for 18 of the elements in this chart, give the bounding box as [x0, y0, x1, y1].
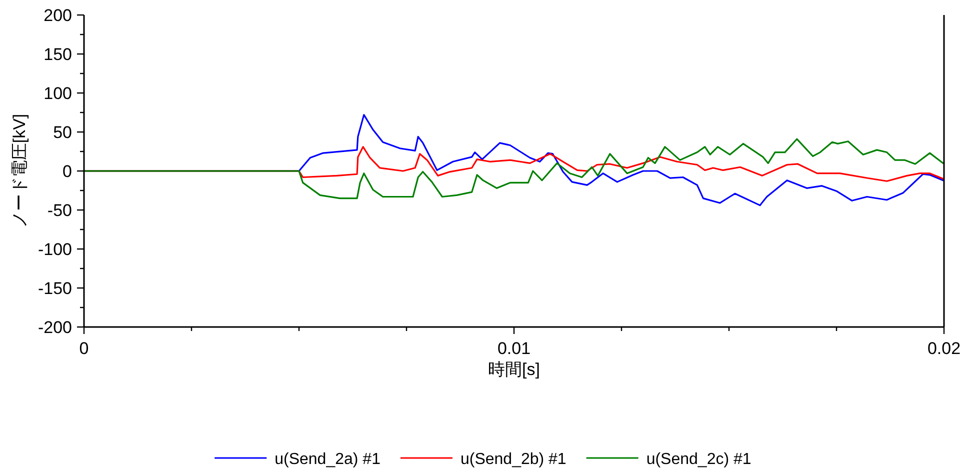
y-tick-label: -50 — [47, 201, 72, 220]
y-tick-label: 0 — [62, 162, 72, 181]
y-tick-label: -200 — [38, 318, 72, 337]
x-tick-label: 0.02 — [927, 339, 961, 358]
x-tick-label: 0.01 — [497, 339, 531, 358]
x-axis-title: 時間[s] — [488, 360, 540, 379]
y-tick-label: 100 — [44, 84, 72, 103]
y-tick-label: -100 — [38, 240, 72, 259]
y-tick-label: -150 — [38, 279, 72, 298]
x-tick-label: 0 — [79, 339, 89, 358]
legend-label: u(Send_2c) #1 — [646, 451, 752, 468]
y-tick-label: 150 — [44, 45, 72, 64]
y-tick-label: 200 — [44, 6, 72, 25]
line-series — [83, 138, 944, 200]
y-axis-title: ノード電圧[kV] — [10, 114, 29, 228]
legend-label: u(Send_2b) #1 — [460, 451, 566, 468]
y-tick-label: 50 — [53, 123, 72, 142]
legend-label: u(Send_2a) #1 — [274, 451, 381, 468]
